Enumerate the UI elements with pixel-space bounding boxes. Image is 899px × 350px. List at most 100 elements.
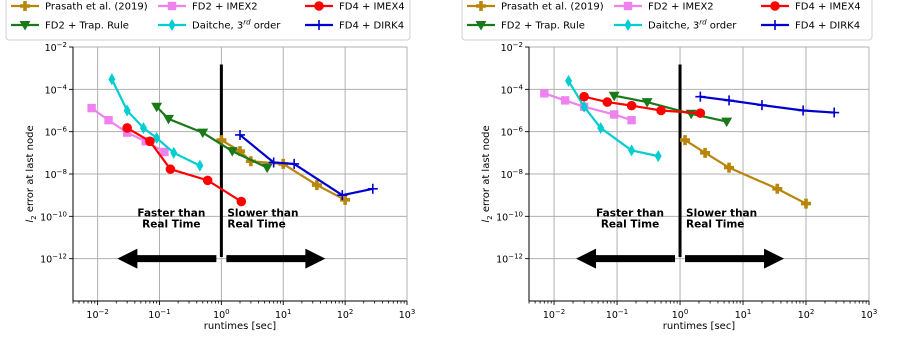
- legend-item: Daitche, 3rd order: [614, 19, 737, 32]
- data-point: [311, 180, 322, 191]
- data-point: [163, 114, 175, 125]
- y-tick-label: 10−6: [501, 126, 524, 139]
- legend-label: Prasath et al. (2019): [45, 2, 148, 13]
- data-point: [829, 107, 840, 118]
- legend-label: FD4 + DIRK4: [339, 21, 404, 32]
- data-point: [724, 95, 735, 106]
- data-point: [108, 73, 116, 86]
- data-point: [609, 110, 619, 119]
- legend-swatch-marker: [475, 21, 487, 31]
- series-6: [235, 129, 378, 201]
- data-point: [145, 136, 155, 147]
- legend-swatch-marker: [624, 19, 632, 31]
- x-tick-label: 102: [337, 308, 354, 321]
- legend-item: FD2 + Trap. Rule: [467, 21, 585, 32]
- x-tick-label: 10−2: [86, 308, 108, 321]
- data-point: [235, 146, 245, 157]
- legend-swatch-marker: [623, 1, 633, 11]
- data-point: [628, 144, 636, 157]
- data-point: [235, 129, 245, 140]
- data-point: [724, 162, 735, 173]
- legend: Prasath et al. (2019) FD2 + Trap. Rule FD2…: [5, 0, 411, 41]
- legend-item: FD2 + Trap. Rule: [11, 21, 129, 32]
- legend-item: FD4 + DIRK4: [305, 20, 404, 32]
- legend-label: FD2 + Trap. Rule: [45, 21, 129, 32]
- data-point: [216, 135, 227, 146]
- data-point: [202, 175, 213, 186]
- faster-than-real-time-label: Faster than Real Time: [137, 208, 205, 231]
- y-tick-label: 10−6: [45, 126, 68, 139]
- legend-label: FD4 + IMEX4: [339, 2, 405, 13]
- data-point: [560, 96, 570, 105]
- data-point: [104, 115, 113, 125]
- legend-item: FD2 + IMEX2: [614, 2, 714, 13]
- data-point: [608, 91, 620, 102]
- legend-item: FD4 + IMEX4: [305, 1, 405, 13]
- x-tick-label: 10−2: [543, 308, 565, 321]
- data-point: [695, 91, 706, 102]
- series-line: [110, 78, 201, 167]
- x-tick-label: 101: [275, 308, 292, 321]
- data-point: [772, 183, 783, 194]
- faster-than-real-time-label: Faster than Real Time: [596, 208, 664, 231]
- data-point: [700, 147, 711, 158]
- x-tick-label: 100: [213, 308, 230, 321]
- x-minor-ticks: [72, 301, 405, 304]
- x-tick-label: 103: [861, 308, 878, 321]
- data-point: [87, 103, 96, 113]
- legend-label: FD4 + DIRK4: [795, 21, 860, 32]
- data-point: [654, 150, 662, 163]
- data-point: [627, 115, 636, 125]
- data-point: [540, 89, 549, 98]
- x-tick-label: 101: [735, 308, 752, 321]
- data-point: [153, 132, 161, 145]
- data-point: [597, 121, 605, 134]
- data-point: [641, 98, 653, 108]
- legend-label: Daitche, 3rd order: [648, 19, 737, 32]
- slower-than-real-time-label: Slower than Real Time: [227, 208, 298, 231]
- data-point: [680, 135, 691, 146]
- legend-frame: [5, 0, 411, 41]
- legend-label: FD2 + IMEX2: [192, 2, 258, 13]
- y-tick-label: 10−10: [40, 210, 67, 223]
- data-point: [268, 157, 279, 168]
- left-arrow: [117, 248, 217, 269]
- legend-item: Daitche, 3rd order: [158, 19, 281, 32]
- y-tick-label: 10−4: [45, 83, 68, 96]
- series-5: [579, 91, 706, 118]
- x-tick-label: 10−1: [606, 308, 628, 321]
- data-point: [580, 100, 588, 113]
- right-arrow: [685, 248, 785, 269]
- legend-label: FD2 + Trap. Rule: [501, 21, 585, 32]
- data-point: [367, 183, 378, 194]
- legend-swatch-marker: [20, 1, 31, 11]
- legend-swatch-marker: [476, 1, 487, 11]
- y-tick-label: 10−4: [501, 83, 524, 96]
- legend-swatch-marker: [314, 1, 324, 11]
- legend-label: FD4 + IMEX4: [795, 2, 861, 13]
- y-tick-label: 10−2: [45, 41, 67, 54]
- data-point: [656, 105, 666, 116]
- y-tick-label: 10−12: [40, 253, 67, 266]
- x-tick-label: 10−1: [148, 308, 170, 321]
- series-6: [695, 91, 840, 118]
- legend-label: FD2 + IMEX2: [648, 2, 714, 13]
- data-point: [197, 128, 209, 139]
- legend-swatch-marker: [167, 1, 177, 11]
- data-point: [626, 100, 637, 111]
- data-point: [756, 100, 767, 111]
- data-point: [123, 104, 131, 117]
- legend-frame: [461, 0, 873, 41]
- x-axis-title: runtimes [sec]: [663, 321, 736, 332]
- data-point: [245, 156, 256, 167]
- series-2: [151, 102, 273, 174]
- legend-swatch-marker: [314, 20, 324, 30]
- legend-item: Prasath et al. (2019): [11, 1, 148, 13]
- data-point: [721, 117, 733, 128]
- data-point: [261, 163, 273, 174]
- legend-label: Prasath et al. (2019): [501, 2, 604, 13]
- series-5: [122, 123, 247, 207]
- data-point: [565, 74, 573, 87]
